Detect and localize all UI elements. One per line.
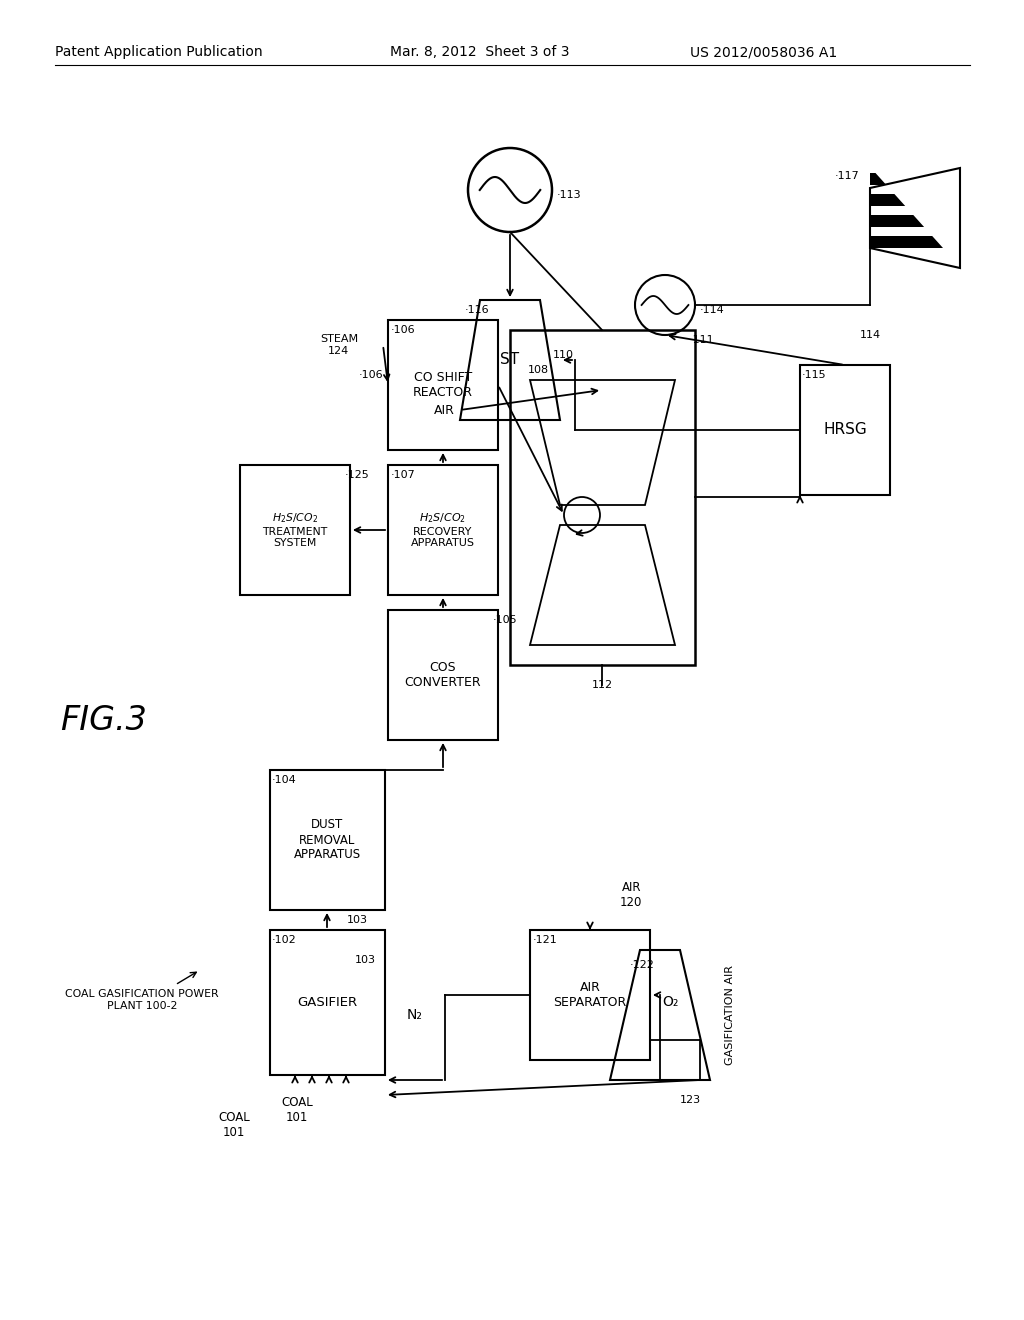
Text: N₂: N₂ [408,1008,423,1022]
Bar [510,330,695,665]
Text: ·115: ·115 [802,370,826,380]
Text: ·111: ·111 [690,335,715,345]
Bar [270,770,385,909]
Text: HRSG: HRSG [823,422,867,437]
Text: ·113: ·113 [557,190,582,201]
Bar [240,465,350,595]
Text: AIR: AIR [434,404,455,417]
Text: 108: 108 [528,366,549,375]
Text: FIG.3: FIG.3 [60,704,146,737]
Polygon shape [870,236,943,248]
Bar [388,465,498,595]
Bar [388,319,498,450]
Text: COS
CONVERTER: COS CONVERTER [404,661,481,689]
Text: GASIFIER: GASIFIER [297,997,357,1008]
Text: ·102: ·102 [272,935,297,945]
Text: COAL GASIFICATION POWER
PLANT 100-2: COAL GASIFICATION POWER PLANT 100-2 [65,989,219,1011]
Text: $H_2S/CO_2$
TREATMENT
SYSTEM: $H_2S/CO_2$ TREATMENT SYSTEM [262,511,328,549]
Text: ST: ST [501,352,519,367]
Text: 114: 114 [860,330,881,341]
Text: ·125: ·125 [345,470,370,480]
Text: AIR
SEPARATOR: AIR SEPARATOR [553,981,627,1008]
Text: ·106: ·106 [391,325,416,335]
Polygon shape [870,173,887,185]
Polygon shape [870,215,924,227]
Text: $H_2S/CO_2$
RECOVERY
APPARATUS: $H_2S/CO_2$ RECOVERY APPARATUS [411,511,475,549]
Text: ·116: ·116 [465,305,489,315]
Text: ·114: ·114 [700,305,725,315]
Text: AIR
120: AIR 120 [620,880,642,909]
Text: ·117: ·117 [836,172,860,181]
Text: ·122: ·122 [630,960,655,970]
Text: ·106: ·106 [358,370,383,380]
Bar [388,610,498,741]
Text: ·107: ·107 [391,470,416,480]
Text: 103: 103 [347,915,368,925]
Bar [800,366,890,495]
Text: COAL
101: COAL 101 [282,1096,313,1125]
Text: Mar. 8, 2012  Sheet 3 of 3: Mar. 8, 2012 Sheet 3 of 3 [390,45,569,59]
Bar [270,931,385,1074]
Text: COAL
101: COAL 101 [218,1111,250,1139]
Text: DUST
REMOVAL
APPARATUS: DUST REMOVAL APPARATUS [294,818,361,862]
Text: US 2012/0058036 A1: US 2012/0058036 A1 [690,45,838,59]
Bar [530,931,650,1060]
Text: ·104: ·104 [272,775,297,785]
Text: GASIFICATION AIR: GASIFICATION AIR [725,965,735,1065]
Text: 103: 103 [355,954,376,965]
Text: CO SHIFT
REACTOR: CO SHIFT REACTOR [413,371,473,399]
Text: Patent Application Publication: Patent Application Publication [55,45,262,59]
Text: 123: 123 [680,1096,701,1105]
Polygon shape [870,194,905,206]
Text: 110: 110 [553,350,574,360]
Text: ·105: ·105 [493,615,517,624]
Text: O₂: O₂ [662,995,678,1008]
Text: STEAM
124: STEAM 124 [319,334,358,356]
Text: 112: 112 [592,680,612,690]
Text: ·121: ·121 [534,935,558,945]
